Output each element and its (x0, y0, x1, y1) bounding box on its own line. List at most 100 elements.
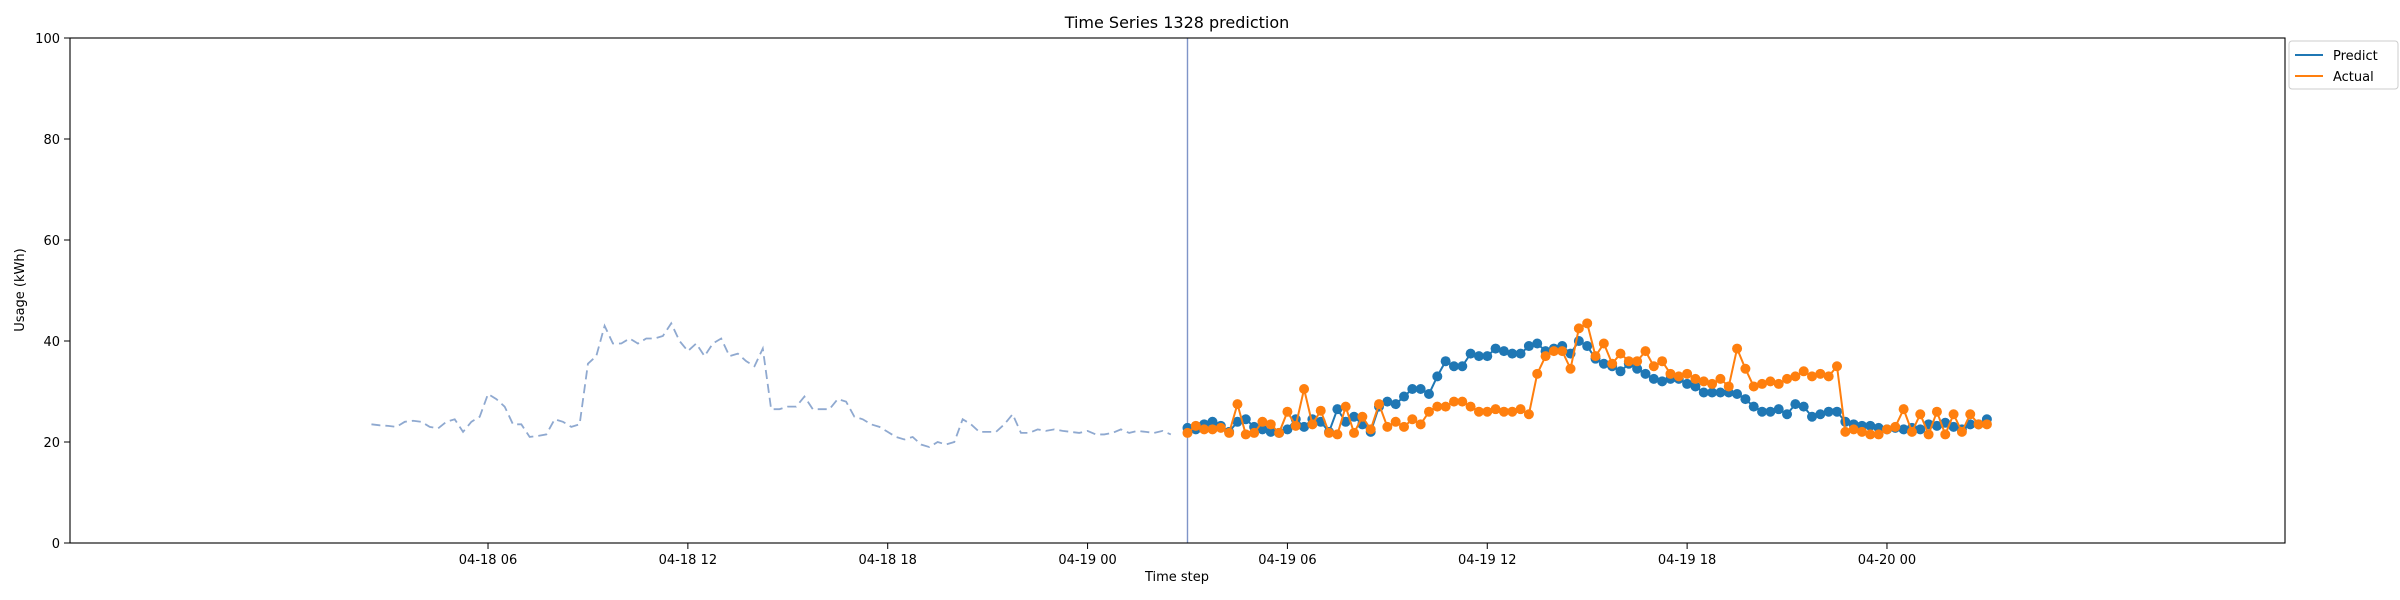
actual-point (1957, 427, 1967, 437)
actual-point (1241, 429, 1251, 439)
actual-point (1924, 429, 1934, 439)
predict-point (1441, 356, 1451, 366)
actual-point (1282, 407, 1292, 417)
actual-point (1915, 409, 1925, 419)
actual-point (1349, 428, 1359, 438)
predict-point (1432, 371, 1442, 381)
actual-point (1324, 428, 1334, 438)
actual-point (1182, 428, 1192, 438)
predict-point (1532, 339, 1542, 349)
predict-point (1424, 389, 1434, 399)
actual-point (1591, 351, 1601, 361)
actual-point (1541, 351, 1551, 361)
actual-point (1291, 421, 1301, 431)
y-tick-label: 80 (43, 133, 60, 148)
actual-point (1649, 361, 1659, 371)
actual-point (1949, 409, 1959, 419)
actual-point (1316, 406, 1326, 416)
actual-point (1424, 407, 1434, 417)
x-tick-label: 04-19 18 (1658, 553, 1716, 568)
actual-point (1466, 402, 1476, 412)
actual-point (1232, 399, 1242, 409)
x-tick-label: 04-18 06 (459, 553, 517, 568)
actual-point (1557, 346, 1567, 356)
x-axis-title: Time step (1144, 570, 1209, 585)
actual-point (1632, 356, 1642, 366)
predict-point (1482, 351, 1492, 361)
x-tick-label: 04-18 12 (659, 553, 717, 568)
predict-point (1399, 392, 1409, 402)
actual-point (1524, 409, 1534, 419)
actual-point (1890, 422, 1900, 432)
actual-point (1824, 371, 1834, 381)
actual-point (1932, 407, 1942, 417)
actual-point (1732, 344, 1742, 354)
actual-point (1832, 361, 1842, 371)
actual-point (1207, 424, 1217, 434)
actual-point (1707, 379, 1717, 389)
y-tick-label: 20 (43, 436, 60, 451)
actual-point (1457, 397, 1467, 407)
actual-point (1566, 364, 1576, 374)
actual-point (1366, 424, 1376, 434)
actual-point (1532, 369, 1542, 379)
predict-point (1799, 402, 1809, 412)
predict-point (1740, 394, 1750, 404)
y-tick-label: 60 (43, 234, 60, 249)
legend: Predict Actual (2289, 41, 2398, 89)
y-tick-label: 100 (35, 32, 60, 47)
actual-point (1399, 422, 1409, 432)
actual-point (1249, 428, 1259, 438)
actual-point (1899, 404, 1909, 414)
predict-point (1832, 407, 1842, 417)
predict-point (1391, 399, 1401, 409)
predict-point (1457, 361, 1467, 371)
actual-point (1607, 359, 1617, 369)
actual-point (1266, 419, 1276, 429)
actual-point (1274, 428, 1284, 438)
chart-title: Time Series 1328 prediction (1064, 13, 1290, 32)
actual-point (1874, 429, 1884, 439)
actual-point (1724, 381, 1734, 391)
y-tick-label: 0 (52, 537, 60, 552)
predict-legend-label: Predict (2333, 49, 2378, 64)
actual-point (1374, 399, 1384, 409)
actual-point (1516, 404, 1526, 414)
actual-point (1582, 318, 1592, 328)
actual-point (1416, 419, 1426, 429)
actual-point (1332, 429, 1342, 439)
actual-point (1907, 427, 1917, 437)
actual-legend-label: Actual (2333, 70, 2374, 85)
actual-point (1216, 423, 1226, 433)
y-axis-title: Usage (kWh) (13, 248, 28, 331)
actual-point (1774, 379, 1784, 389)
actual-point (1965, 409, 1975, 419)
actual-point (1799, 366, 1809, 376)
actual-point (1790, 371, 1800, 381)
actual-point (1382, 422, 1392, 432)
actual-point (1982, 419, 1992, 429)
actual-point (1299, 384, 1309, 394)
x-tick-label: 04-19 06 (1258, 553, 1316, 568)
actual-point (1657, 356, 1667, 366)
predict-point (1616, 366, 1626, 376)
actual-point (1391, 417, 1401, 427)
actual-point (1407, 414, 1417, 424)
predict-point (1865, 421, 1875, 431)
actual-point (1341, 402, 1351, 412)
actual-point (1715, 374, 1725, 384)
actual-point (1616, 349, 1626, 359)
predict-point (1782, 409, 1792, 419)
predict-point (1582, 341, 1592, 351)
actual-point (1224, 428, 1234, 438)
predict-point (1774, 404, 1784, 414)
predict-point (1516, 349, 1526, 359)
actual-point (1940, 429, 1950, 439)
predict-point (1749, 402, 1759, 412)
actual-point (1640, 346, 1650, 356)
x-tick-label: 04-19 00 (1058, 553, 1116, 568)
actual-point (1441, 402, 1451, 412)
actual-point (1307, 419, 1317, 429)
